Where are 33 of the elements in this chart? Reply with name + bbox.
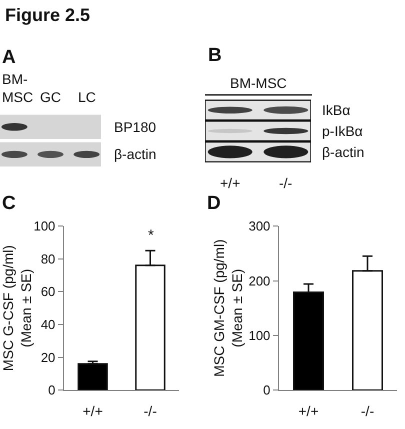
- y-tick-label: 80: [40, 251, 56, 266]
- y-tick-label: 100: [248, 328, 270, 343]
- text: A: [2, 47, 16, 68]
- category-label: β-actin: [322, 144, 364, 160]
- x-tick-label: -/-: [144, 403, 158, 420]
- category-label: LC: [78, 89, 96, 105]
- y-tick-label: 40: [40, 317, 56, 332]
- x-tick-label: -/-: [360, 403, 374, 420]
- category-label: GC: [40, 89, 61, 105]
- y-tick-label: 0: [263, 382, 270, 398]
- category-label: IkBα: [322, 102, 350, 118]
- text: BM-MSC: [230, 75, 287, 91]
- y-tick-label: 20: [40, 350, 56, 365]
- x-tick-label: +/+: [82, 403, 103, 420]
- category-label: -/-: [279, 175, 293, 191]
- category-label: BM-MSC: [2, 71, 34, 106]
- y-tick-label: 200: [248, 273, 270, 288]
- caption: Figure 2.5: [5, 5, 90, 25]
- y-axis-title: MSC GM-CSF (pg/ml) (Mean ± SE): [210, 239, 246, 377]
- y-tick-label: 300: [248, 218, 270, 234]
- y-axis-title: MSC G-CSF (pg/ml) (Mean ± SE): [0, 245, 34, 372]
- category-label: p-IkBα: [322, 123, 363, 139]
- category-label: β-actin: [114, 146, 156, 162]
- text: B: [208, 45, 222, 66]
- category-label: BP180: [114, 119, 156, 135]
- chart-title: D: [207, 193, 221, 214]
- category-label: +/+: [220, 175, 240, 191]
- chart-title: C: [2, 193, 16, 214]
- y-tick-label: 100: [34, 218, 56, 234]
- annotation: *: [148, 227, 154, 244]
- y-tick-label: 60: [40, 284, 56, 300]
- y-tick-label: 0: [48, 382, 56, 398]
- x-tick-label: +/+: [298, 403, 319, 420]
